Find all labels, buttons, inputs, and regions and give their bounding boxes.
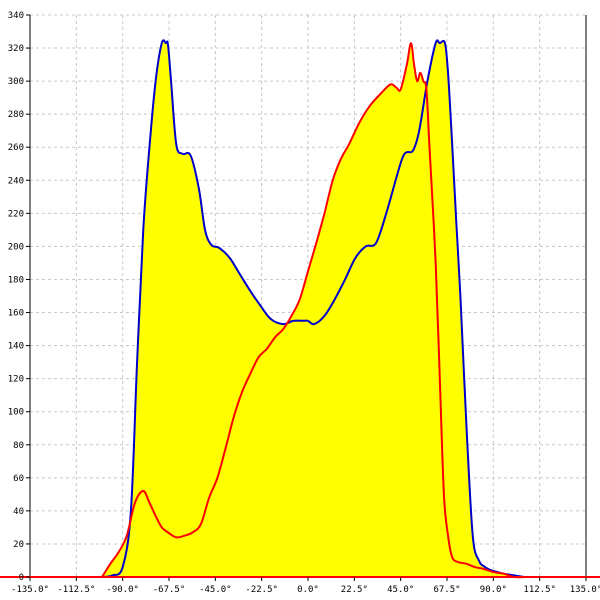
y-tick-label: 320: [8, 44, 24, 54]
x-tick-label: -22.5°: [245, 585, 278, 595]
x-tick-label: -45.0°: [199, 585, 232, 595]
y-tick-label: 340: [8, 11, 24, 21]
y-tick-label: 240: [8, 176, 24, 186]
tick-labels: 0 20 40 60 80 100 120 140 160 180 200 220 240 260 280 3…: [8, 11, 600, 595]
x-tick-label: 67.5°: [433, 585, 460, 595]
y-tick-label: 200: [8, 242, 24, 252]
y-tick-label: 80: [13, 441, 24, 451]
y-tick-label: 300: [8, 77, 24, 87]
y-tick-label: 260: [8, 143, 24, 153]
y-tick-label: 140: [8, 342, 24, 352]
series-1-line: [101, 39, 525, 578]
y-tick-label: 100: [8, 408, 24, 418]
x-tick-label: -112.5°: [57, 585, 95, 595]
y-tick-label: 120: [8, 375, 24, 385]
x-tick-label: -135.0°: [11, 585, 49, 595]
x-tick-label: 0.0°: [297, 585, 319, 595]
y-tick-label: 280: [8, 110, 24, 120]
y-tick-label: 60: [13, 474, 24, 484]
x-tick-label: 90.0°: [480, 585, 507, 595]
x-tick-label: 135.0°: [570, 585, 600, 595]
area-fills: [102, 40, 525, 578]
y-tick-label: 220: [8, 209, 24, 219]
x-tick-label: -67.5°: [153, 585, 186, 595]
y-tick-label: 180: [8, 275, 24, 285]
y-tick-label: 0: [19, 573, 24, 583]
y-tick-label: 160: [8, 309, 24, 319]
x-tick-label: -90.0°: [106, 585, 139, 595]
x-tick-label: 22.5°: [341, 585, 368, 595]
series-2-area: [102, 43, 525, 578]
x-tick-label: 45.0°: [387, 585, 414, 595]
y-tick-label: 40: [13, 507, 24, 517]
axes: [0, 14, 600, 581]
y-tick-label: 20: [13, 540, 24, 550]
series-lines: [101, 39, 525, 579]
series-2-line: [101, 42, 525, 579]
x-tick-label: 112.5°: [523, 585, 556, 595]
